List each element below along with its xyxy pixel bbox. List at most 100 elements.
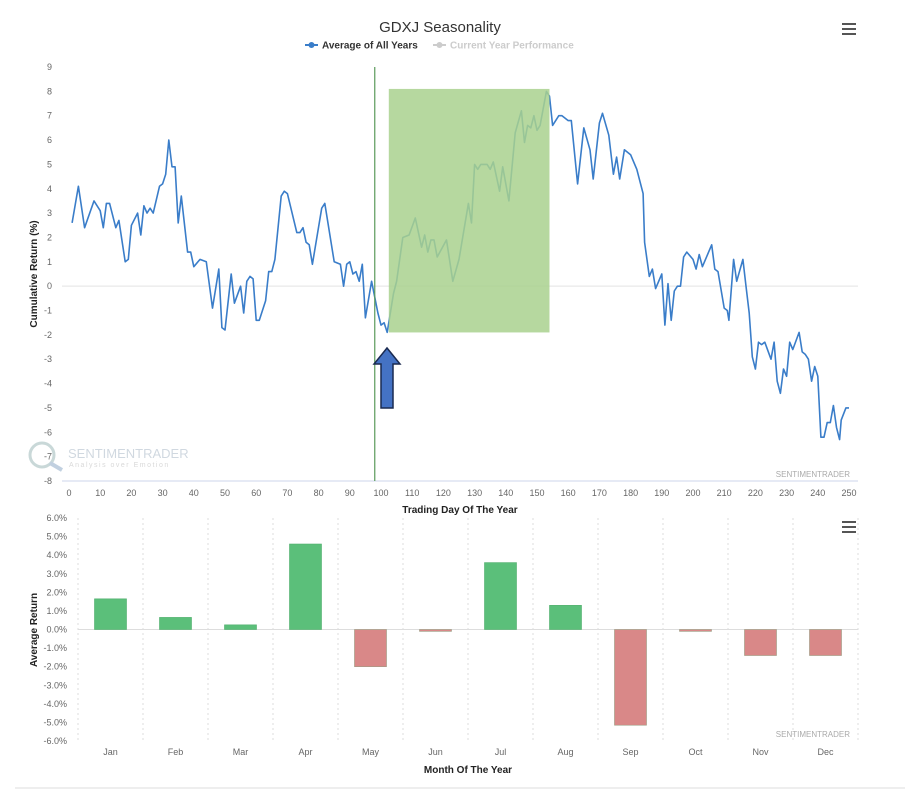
bar-x-tick-label: Jun bbox=[428, 747, 443, 757]
chart-menu-button-bottom[interactable] bbox=[842, 521, 856, 533]
bar-x-axis-title: Month Of The Year bbox=[424, 765, 512, 776]
bar-y-tick-label: -6.0% bbox=[43, 736, 67, 746]
bar-y-tick-label: 6.0% bbox=[46, 513, 67, 523]
x-tick-label: 110 bbox=[405, 488, 419, 498]
legend-label: Current Year Performance bbox=[450, 41, 574, 52]
y-tick-label: -8 bbox=[44, 476, 52, 486]
y-tick-label: 6 bbox=[47, 135, 52, 145]
bar-mar bbox=[224, 624, 257, 630]
y-tick-label: -2 bbox=[44, 330, 52, 340]
y-tick-label: 2 bbox=[47, 232, 52, 242]
bar-apr bbox=[289, 543, 322, 630]
y-tick-label: 7 bbox=[47, 111, 52, 121]
bar-sep bbox=[614, 629, 647, 726]
bar-x-tick-label: Feb bbox=[168, 747, 184, 757]
bar-y-tick-label: 3.0% bbox=[46, 569, 67, 579]
bar-y-axis-title: Average Return bbox=[29, 593, 40, 667]
bar-y-tick-label: -1.0% bbox=[43, 643, 67, 653]
bar-x-tick-label: Apr bbox=[298, 747, 312, 757]
bar-x-tick-label: Dec bbox=[817, 747, 834, 757]
bar-dec bbox=[809, 629, 842, 656]
x-tick-label: 90 bbox=[345, 488, 355, 498]
x-tick-label: 0 bbox=[66, 488, 71, 498]
x-tick-label: 10 bbox=[95, 488, 105, 498]
x-axis-title: Trading Day Of The Year bbox=[402, 505, 518, 516]
y-tick-label: 3 bbox=[47, 208, 52, 218]
x-tick-label: 60 bbox=[251, 488, 261, 498]
y-tick-label: -3 bbox=[44, 354, 52, 364]
bar-y-tick-label: 0.0% bbox=[46, 625, 67, 635]
x-tick-label: 230 bbox=[779, 488, 794, 498]
y-tick-label: 8 bbox=[47, 86, 52, 96]
x-tick-label: 160 bbox=[561, 488, 576, 498]
bar-y-tick-label: -3.0% bbox=[43, 680, 67, 690]
bar-y-tick-label: 1.0% bbox=[46, 606, 67, 616]
bar-may bbox=[354, 629, 387, 667]
bar-jun bbox=[419, 629, 452, 632]
y-tick-label: -7 bbox=[44, 452, 52, 462]
bar-feb bbox=[159, 617, 192, 630]
x-tick-label: 40 bbox=[189, 488, 199, 498]
bar-watermark: SENTIMENTRADER bbox=[776, 730, 850, 739]
legend-label: Average of All Years bbox=[322, 41, 418, 52]
bar-x-tick-label: May bbox=[362, 747, 380, 757]
bar-x-tick-label: Jan bbox=[103, 747, 118, 757]
x-tick-label: 180 bbox=[623, 488, 638, 498]
y-tick-label: -4 bbox=[44, 379, 52, 389]
x-tick-label: 70 bbox=[282, 488, 292, 498]
y-tick-label: -5 bbox=[44, 403, 52, 413]
x-tick-label: 20 bbox=[126, 488, 136, 498]
y-tick-label: -1 bbox=[44, 306, 52, 316]
bar-y-tick-label: 2.0% bbox=[46, 587, 67, 597]
bar-x-tick-label: Nov bbox=[752, 747, 769, 757]
bar-x-tick-label: Aug bbox=[557, 747, 573, 757]
x-tick-label: 140 bbox=[498, 488, 513, 498]
y-tick-label: 1 bbox=[47, 257, 52, 267]
bar-aug bbox=[549, 605, 582, 630]
x-tick-label: 210 bbox=[717, 488, 732, 498]
bar-y-tick-label: 4.0% bbox=[46, 550, 67, 560]
x-tick-label: 220 bbox=[748, 488, 763, 498]
x-tick-label: 120 bbox=[436, 488, 451, 498]
x-tick-label: 200 bbox=[685, 488, 700, 498]
watermark: SENTIMENTRADER bbox=[776, 470, 850, 479]
x-tick-label: 240 bbox=[810, 488, 825, 498]
bar-jul bbox=[484, 562, 517, 630]
bar-x-tick-label: Jul bbox=[495, 747, 507, 757]
y-tick-label: 9 bbox=[47, 62, 52, 72]
x-tick-label: 150 bbox=[529, 488, 544, 498]
x-tick-label: 170 bbox=[592, 488, 607, 498]
bar-y-tick-label: -4.0% bbox=[43, 699, 67, 709]
bar-y-tick-label: -2.0% bbox=[43, 662, 67, 672]
up-arrow-icon bbox=[372, 346, 402, 409]
x-tick-label: 190 bbox=[654, 488, 669, 498]
legend-item-current-year[interactable]: Current Year Performance bbox=[433, 41, 574, 52]
highlight-region bbox=[388, 88, 550, 333]
bar-jan bbox=[94, 598, 127, 630]
x-tick-label: 80 bbox=[314, 488, 324, 498]
y-tick-label: 5 bbox=[47, 159, 52, 169]
chart-menu-button-top[interactable] bbox=[842, 23, 856, 35]
bar-x-tick-label: Mar bbox=[233, 747, 249, 757]
bar-nov bbox=[744, 629, 777, 656]
x-tick-label: 250 bbox=[841, 488, 856, 498]
y-tick-label: 0 bbox=[47, 281, 52, 291]
bar-y-tick-label: 5.0% bbox=[46, 532, 67, 542]
svg-text:SENTIMENTRADER: SENTIMENTRADER bbox=[68, 446, 189, 461]
bar-x-tick-label: Sep bbox=[622, 747, 638, 757]
bar-y-tick-label: -5.0% bbox=[43, 717, 67, 727]
y-tick-label: -6 bbox=[44, 427, 52, 437]
y-axis-title: Cumulative Return (%) bbox=[29, 220, 40, 327]
x-tick-label: 130 bbox=[467, 488, 482, 498]
bar-x-tick-label: Oct bbox=[688, 747, 703, 757]
sentimentrader-logo: SENTIMENTRADER Analysis over Emotion bbox=[28, 441, 189, 472]
x-tick-label: 30 bbox=[158, 488, 168, 498]
bar-oct bbox=[679, 629, 712, 632]
y-tick-label: 4 bbox=[47, 184, 52, 194]
svg-text:Analysis over Emotion: Analysis over Emotion bbox=[69, 462, 170, 469]
chart-title: GDXJ Seasonality bbox=[379, 19, 501, 36]
x-tick-label: 100 bbox=[373, 488, 388, 498]
legend-item-average[interactable]: Average of All Years bbox=[305, 41, 418, 52]
